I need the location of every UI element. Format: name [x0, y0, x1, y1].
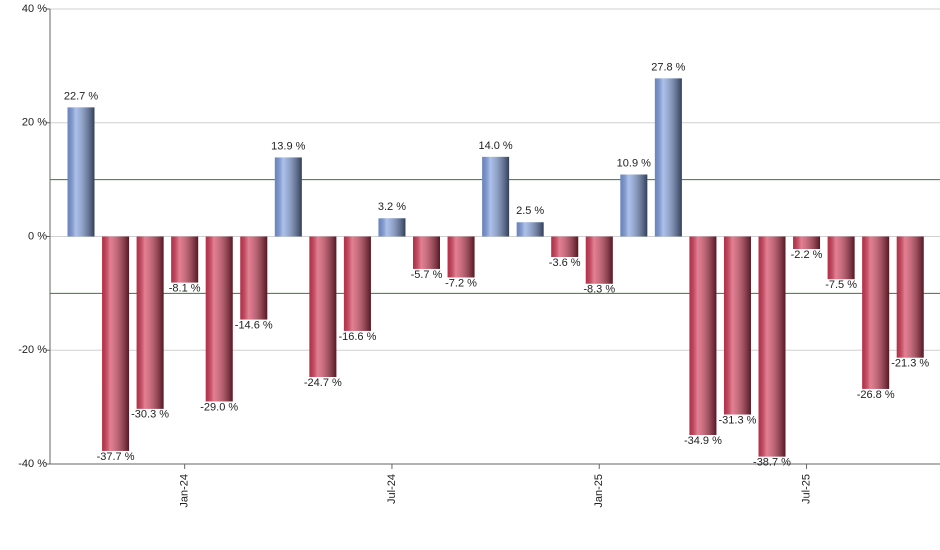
bar-shade	[620, 174, 648, 237]
bar-shade	[343, 236, 371, 331]
value-label: -34.9 %	[684, 435, 722, 447]
value-label: -21.3 %	[891, 358, 929, 370]
bar-shade	[723, 236, 751, 415]
value-label: 13.9 %	[271, 140, 305, 152]
bar-shade	[447, 236, 475, 278]
bar-shade	[240, 236, 268, 320]
bar-shade	[654, 78, 682, 237]
value-label: 2.5 %	[516, 205, 544, 217]
y-tick-label: 40 %	[22, 3, 47, 15]
x-tick-label: Jan-25	[593, 474, 605, 508]
bar-shade	[309, 236, 337, 377]
x-tick-label: Jul-24	[386, 474, 398, 504]
bar-shade	[482, 156, 510, 237]
bar-shade	[758, 236, 786, 457]
x-tick-label: Jul-25	[800, 474, 812, 504]
value-label: -8.3 %	[583, 284, 615, 296]
value-label: -37.7 %	[97, 451, 135, 463]
bar-shade	[136, 236, 164, 409]
value-label: -29.0 %	[200, 401, 238, 413]
bar-shade	[205, 236, 233, 402]
bar-shade	[793, 236, 821, 250]
bar-shade	[689, 236, 717, 435]
bar-shade	[274, 157, 302, 237]
bar-shade	[171, 236, 199, 283]
value-label: -3.6 %	[549, 257, 581, 269]
bar-shade	[378, 218, 406, 237]
value-label: -24.7 %	[304, 377, 342, 389]
bar-shade	[102, 236, 130, 451]
y-tick-label: -40 %	[18, 458, 47, 470]
value-label: -30.3 %	[131, 409, 169, 421]
bar-shade	[827, 236, 855, 280]
value-label: -7.5 %	[825, 279, 857, 291]
bar-shade	[862, 236, 890, 389]
bar-shade	[585, 236, 613, 284]
value-label: 27.8 %	[651, 61, 685, 73]
y-tick-label: 0 %	[28, 230, 47, 242]
value-label: -8.1 %	[169, 282, 201, 294]
value-label: -31.3 %	[718, 414, 756, 426]
bar-shade	[67, 107, 95, 237]
bar-shade	[413, 236, 440, 269]
value-label: -38.7 %	[753, 457, 791, 469]
value-label: 10.9 %	[617, 157, 651, 169]
value-label: -14.6 %	[235, 319, 273, 331]
x-tick-label: Jan-24	[179, 474, 191, 508]
bar-shade	[551, 236, 579, 257]
value-label: 3.2 %	[378, 201, 406, 213]
y-tick-label: 20 %	[22, 117, 47, 129]
value-label: -7.2 %	[445, 277, 477, 289]
value-label: -5.7 %	[411, 269, 443, 281]
bar-shade	[516, 222, 544, 237]
value-label: -2.2 %	[791, 249, 823, 261]
y-tick-label: -20 %	[18, 344, 47, 356]
bar-shade	[896, 236, 924, 358]
value-label: -26.8 %	[857, 389, 895, 401]
value-label: -16.6 %	[338, 331, 376, 343]
value-label: 14.0 %	[478, 140, 512, 152]
value-label: 22.7 %	[64, 90, 98, 102]
